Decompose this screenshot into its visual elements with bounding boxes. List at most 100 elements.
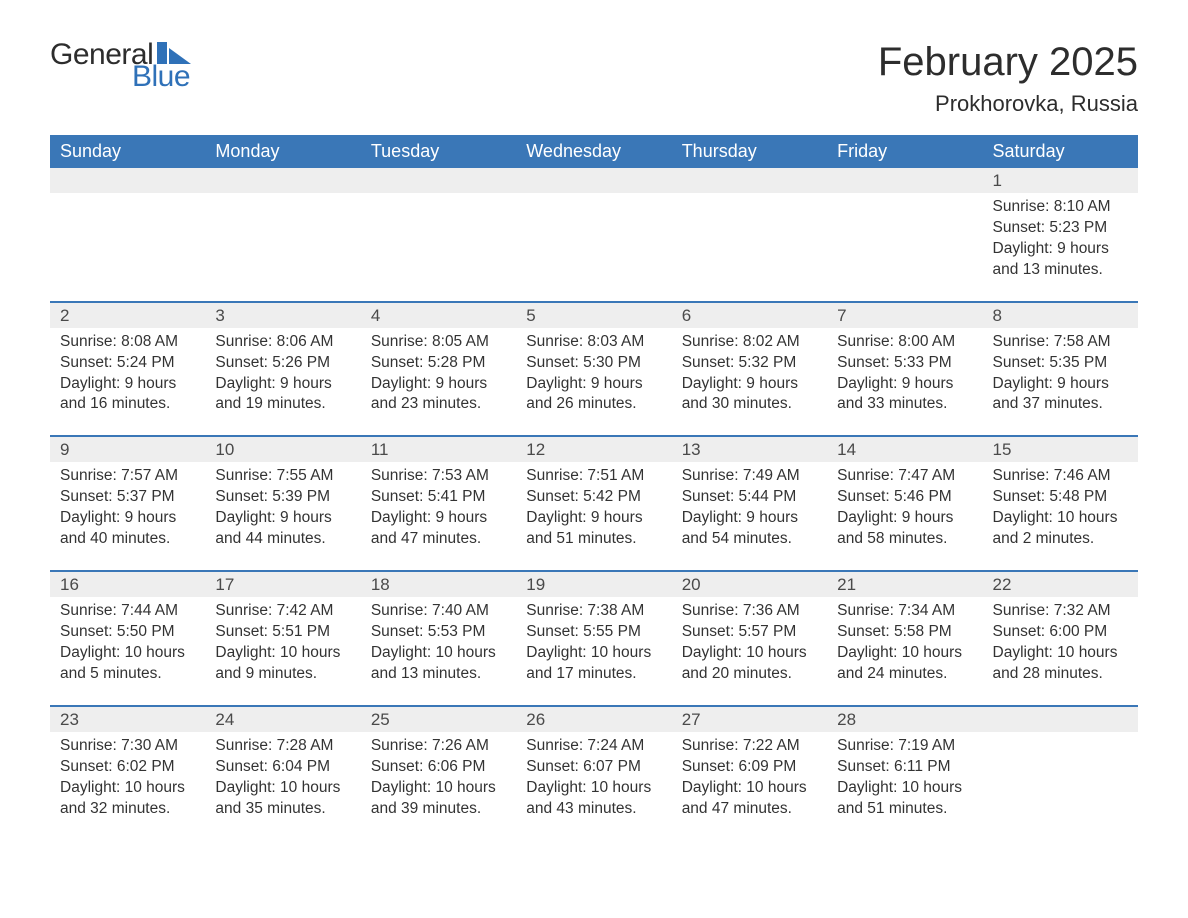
daylight-line1: Daylight: 9 hours	[993, 374, 1128, 395]
day-number: 20	[672, 572, 827, 597]
day-number: 9	[50, 437, 205, 462]
calendar-day-cell: 14Sunrise: 7:47 AMSunset: 5:46 PMDayligh…	[827, 436, 982, 571]
weekday-header: Thursday	[672, 135, 827, 168]
sunrise-line: Sunrise: 7:40 AM	[371, 601, 506, 622]
day-body: Sunrise: 8:02 AMSunset: 5:32 PMDaylight:…	[672, 328, 827, 436]
daylight-line1: Daylight: 10 hours	[60, 778, 195, 799]
calendar-day-cell: 19Sunrise: 7:38 AMSunset: 5:55 PMDayligh…	[516, 571, 671, 706]
sunrise-line: Sunrise: 8:00 AM	[837, 332, 972, 353]
day-body: Sunrise: 7:42 AMSunset: 5:51 PMDaylight:…	[205, 597, 360, 705]
daylight-line2: and 5 minutes.	[60, 664, 195, 685]
daylight-line1: Daylight: 9 hours	[837, 508, 972, 529]
day-body: Sunrise: 7:55 AMSunset: 5:39 PMDaylight:…	[205, 462, 360, 570]
day-number-empty	[205, 168, 360, 193]
daylight-line2: and 44 minutes.	[215, 529, 350, 550]
calendar-week-row: 16Sunrise: 7:44 AMSunset: 5:50 PMDayligh…	[50, 571, 1138, 706]
daylight-line1: Daylight: 10 hours	[60, 643, 195, 664]
weekday-header: Saturday	[983, 135, 1138, 168]
sunset-line: Sunset: 6:06 PM	[371, 757, 506, 778]
day-number: 21	[827, 572, 982, 597]
sunrise-line: Sunrise: 7:44 AM	[60, 601, 195, 622]
calendar-day-cell: 11Sunrise: 7:53 AMSunset: 5:41 PMDayligh…	[361, 436, 516, 571]
sunrise-line: Sunrise: 8:10 AM	[993, 197, 1128, 218]
weekday-header: Tuesday	[361, 135, 516, 168]
sunrise-line: Sunrise: 8:02 AM	[682, 332, 817, 353]
daylight-line2: and 58 minutes.	[837, 529, 972, 550]
calendar-day-cell: 18Sunrise: 7:40 AMSunset: 5:53 PMDayligh…	[361, 571, 516, 706]
calendar-day-cell: 1Sunrise: 8:10 AMSunset: 5:23 PMDaylight…	[983, 168, 1138, 302]
sunrise-line: Sunrise: 7:55 AM	[215, 466, 350, 487]
daylight-line2: and 54 minutes.	[682, 529, 817, 550]
day-number: 16	[50, 572, 205, 597]
day-number-empty	[983, 707, 1138, 732]
day-body: Sunrise: 7:24 AMSunset: 6:07 PMDaylight:…	[516, 732, 671, 840]
daylight-line1: Daylight: 9 hours	[526, 374, 661, 395]
calendar-day-cell	[205, 168, 360, 302]
daylight-line2: and 30 minutes.	[682, 394, 817, 415]
daylight-line1: Daylight: 10 hours	[526, 778, 661, 799]
daylight-line1: Daylight: 10 hours	[682, 778, 817, 799]
day-body: Sunrise: 7:44 AMSunset: 5:50 PMDaylight:…	[50, 597, 205, 705]
daylight-line1: Daylight: 10 hours	[371, 643, 506, 664]
day-number: 12	[516, 437, 671, 462]
sunset-line: Sunset: 5:37 PM	[60, 487, 195, 508]
sunrise-line: Sunrise: 7:58 AM	[993, 332, 1128, 353]
sunset-line: Sunset: 5:35 PM	[993, 353, 1128, 374]
calendar-day-cell: 7Sunrise: 8:00 AMSunset: 5:33 PMDaylight…	[827, 302, 982, 437]
daylight-line1: Daylight: 10 hours	[215, 778, 350, 799]
day-number-empty	[672, 168, 827, 193]
day-number: 13	[672, 437, 827, 462]
calendar-day-cell: 9Sunrise: 7:57 AMSunset: 5:37 PMDaylight…	[50, 436, 205, 571]
day-number-empty	[827, 168, 982, 193]
sunset-line: Sunset: 6:07 PM	[526, 757, 661, 778]
weekday-header: Wednesday	[516, 135, 671, 168]
daylight-line1: Daylight: 10 hours	[526, 643, 661, 664]
daylight-line2: and 32 minutes.	[60, 799, 195, 820]
daylight-line2: and 47 minutes.	[682, 799, 817, 820]
sunset-line: Sunset: 5:39 PM	[215, 487, 350, 508]
sunrise-line: Sunrise: 7:53 AM	[371, 466, 506, 487]
sunrise-line: Sunrise: 7:28 AM	[215, 736, 350, 757]
calendar-day-cell: 3Sunrise: 8:06 AMSunset: 5:26 PMDaylight…	[205, 302, 360, 437]
sunrise-line: Sunrise: 7:47 AM	[837, 466, 972, 487]
day-number: 25	[361, 707, 516, 732]
day-body: Sunrise: 7:36 AMSunset: 5:57 PMDaylight:…	[672, 597, 827, 705]
day-number: 8	[983, 303, 1138, 328]
day-body: Sunrise: 7:34 AMSunset: 5:58 PMDaylight:…	[827, 597, 982, 705]
sunset-line: Sunset: 6:04 PM	[215, 757, 350, 778]
sunset-line: Sunset: 5:26 PM	[215, 353, 350, 374]
sunrise-line: Sunrise: 7:38 AM	[526, 601, 661, 622]
day-number: 6	[672, 303, 827, 328]
calendar-day-cell: 13Sunrise: 7:49 AMSunset: 5:44 PMDayligh…	[672, 436, 827, 571]
weekday-header-row: Sunday Monday Tuesday Wednesday Thursday…	[50, 135, 1138, 168]
day-number: 4	[361, 303, 516, 328]
day-number: 17	[205, 572, 360, 597]
calendar-week-row: 2Sunrise: 8:08 AMSunset: 5:24 PMDaylight…	[50, 302, 1138, 437]
day-body: Sunrise: 7:47 AMSunset: 5:46 PMDaylight:…	[827, 462, 982, 570]
day-number: 2	[50, 303, 205, 328]
sunrise-line: Sunrise: 7:19 AM	[837, 736, 972, 757]
calendar-day-cell	[50, 168, 205, 302]
day-number: 5	[516, 303, 671, 328]
sunrise-line: Sunrise: 7:51 AM	[526, 466, 661, 487]
day-number: 11	[361, 437, 516, 462]
sunrise-line: Sunrise: 7:46 AM	[993, 466, 1128, 487]
sunset-line: Sunset: 5:30 PM	[526, 353, 661, 374]
daylight-line2: and 9 minutes.	[215, 664, 350, 685]
sunrise-line: Sunrise: 7:26 AM	[371, 736, 506, 757]
sunset-line: Sunset: 6:11 PM	[837, 757, 972, 778]
daylight-line2: and 37 minutes.	[993, 394, 1128, 415]
calendar-table: Sunday Monday Tuesday Wednesday Thursday…	[50, 135, 1138, 839]
day-number: 10	[205, 437, 360, 462]
day-body: Sunrise: 8:06 AMSunset: 5:26 PMDaylight:…	[205, 328, 360, 436]
sunrise-line: Sunrise: 8:08 AM	[60, 332, 195, 353]
sunset-line: Sunset: 6:00 PM	[993, 622, 1128, 643]
sunset-line: Sunset: 5:53 PM	[371, 622, 506, 643]
daylight-line1: Daylight: 9 hours	[682, 508, 817, 529]
calendar-day-cell: 26Sunrise: 7:24 AMSunset: 6:07 PMDayligh…	[516, 706, 671, 840]
sunset-line: Sunset: 5:23 PM	[993, 218, 1128, 239]
calendar-day-cell: 2Sunrise: 8:08 AMSunset: 5:24 PMDaylight…	[50, 302, 205, 437]
weekday-header: Sunday	[50, 135, 205, 168]
calendar-day-cell: 10Sunrise: 7:55 AMSunset: 5:39 PMDayligh…	[205, 436, 360, 571]
sunset-line: Sunset: 5:32 PM	[682, 353, 817, 374]
